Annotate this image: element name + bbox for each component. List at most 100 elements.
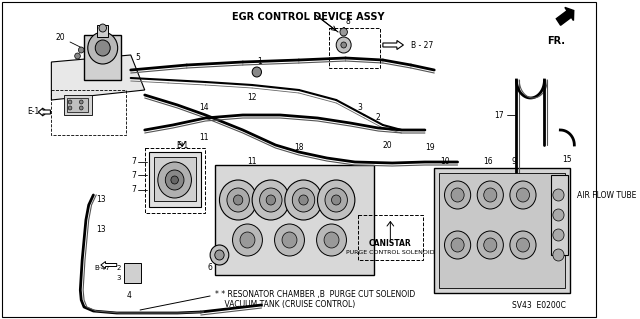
Circle shape [79,100,83,104]
Circle shape [553,229,564,241]
Text: B - 27: B - 27 [411,41,433,49]
Circle shape [88,32,118,64]
Circle shape [227,188,250,212]
Circle shape [332,195,341,205]
Text: VACUUM TANK (CRUISE CONTROL): VACUUM TANK (CRUISE CONTROL) [215,300,355,309]
Circle shape [317,224,346,256]
Bar [67,98,88,112]
Circle shape [516,238,529,252]
Circle shape [99,24,106,32]
Circle shape [275,224,305,256]
Circle shape [68,100,72,104]
Circle shape [266,195,275,205]
Text: 5: 5 [136,54,141,63]
Circle shape [260,188,282,212]
Text: 6: 6 [208,263,212,272]
Bar [145,148,205,213]
FancyArrow shape [38,108,51,116]
Text: 4: 4 [127,292,131,300]
Circle shape [240,232,255,248]
Circle shape [232,224,262,256]
Bar [154,157,196,201]
Circle shape [484,188,497,202]
Text: CANISTAR: CANISTAR [369,239,412,248]
Text: 16: 16 [484,158,493,167]
Text: 3: 3 [116,275,121,281]
Bar [149,152,201,207]
Circle shape [553,209,564,221]
Text: 20: 20 [56,33,65,42]
Text: * * RESONATOR CHAMBER ,B  PURGE CUT SOLENOID: * * RESONATOR CHAMBER ,B PURGE CUT SOLEN… [215,290,415,299]
Circle shape [75,53,80,59]
Circle shape [341,42,346,48]
Circle shape [516,188,529,202]
Text: 1: 1 [257,57,262,66]
Bar [215,165,374,275]
Circle shape [215,250,224,260]
FancyArrow shape [101,262,116,269]
Text: 15: 15 [562,155,572,165]
Text: 13: 13 [96,196,106,204]
Text: PURGE CONTROL SOLENOID: PURGE CONTROL SOLENOID [346,249,435,255]
Circle shape [292,188,315,212]
Bar [358,215,423,260]
Bar [551,175,568,255]
Circle shape [451,238,464,252]
Circle shape [325,188,348,212]
Text: 14: 14 [199,102,209,112]
Circle shape [79,106,83,110]
Bar [84,35,122,80]
Text: 18: 18 [294,143,303,152]
Circle shape [158,162,191,198]
Text: SV43  E0200C: SV43 E0200C [512,300,566,309]
Text: 7: 7 [131,170,136,180]
Text: 11: 11 [248,158,257,167]
Text: AIR FLOW TUBE: AIR FLOW TUBE [577,190,637,199]
Text: 17: 17 [495,110,504,120]
Circle shape [299,195,308,205]
Circle shape [282,232,297,248]
Circle shape [336,37,351,53]
Circle shape [510,181,536,209]
Text: 2: 2 [116,265,121,271]
Bar [97,25,108,37]
Text: 11: 11 [199,133,209,143]
Circle shape [484,238,497,252]
Circle shape [445,181,470,209]
Text: 13: 13 [96,226,106,234]
Bar [439,173,565,288]
Text: 8: 8 [345,18,350,26]
Circle shape [553,189,564,201]
Circle shape [477,231,503,259]
Text: 20: 20 [383,140,392,150]
Circle shape [340,28,348,36]
Bar [51,90,126,135]
Circle shape [285,180,322,220]
Text: 7: 7 [131,186,136,195]
Circle shape [445,231,470,259]
Polygon shape [556,7,573,25]
Circle shape [95,40,110,56]
Bar [435,168,570,293]
Text: B·47: B·47 [94,265,110,271]
FancyArrow shape [383,41,403,49]
Circle shape [324,232,339,248]
Text: 3: 3 [357,103,362,113]
Circle shape [451,188,464,202]
Circle shape [68,106,72,110]
Circle shape [171,176,179,184]
Text: E-1: E-1 [176,140,188,150]
Bar [63,95,92,115]
Text: 9: 9 [511,158,516,167]
Circle shape [553,249,564,261]
Text: 2: 2 [376,114,381,122]
Text: 12: 12 [248,93,257,101]
Circle shape [252,67,262,77]
Text: 19: 19 [425,144,435,152]
Bar [329,28,380,68]
Circle shape [220,180,257,220]
Polygon shape [51,55,145,100]
Circle shape [510,231,536,259]
Bar [124,263,141,283]
Circle shape [79,47,84,53]
